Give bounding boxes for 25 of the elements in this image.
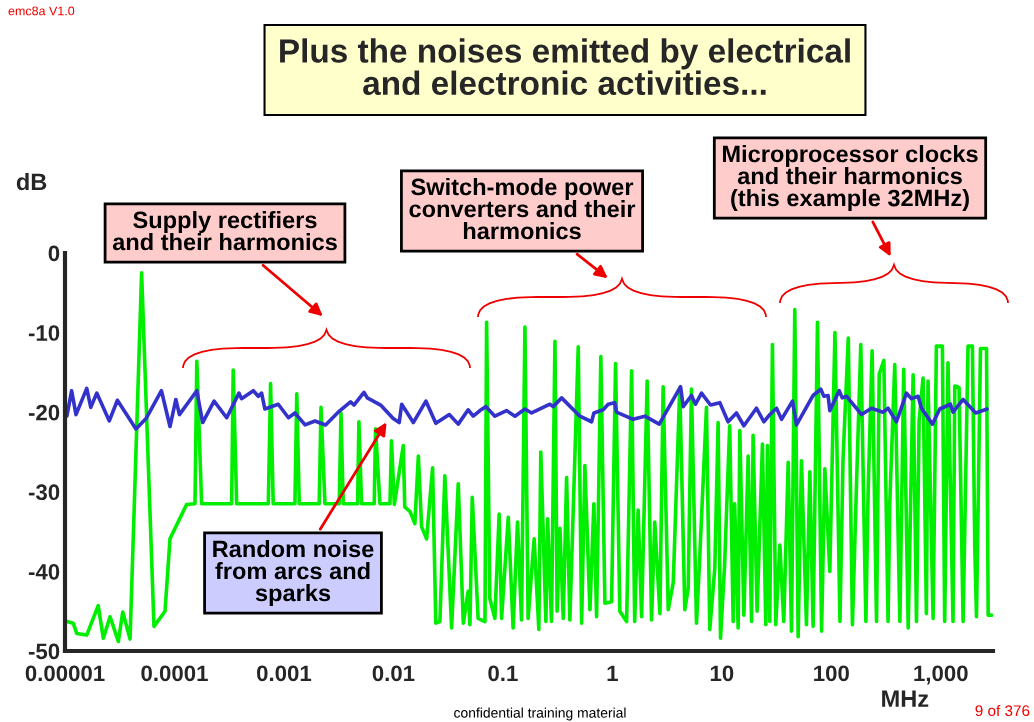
x-tick-label: 0.001 [257, 665, 312, 682]
y-tick-label: -40 [28, 563, 60, 580]
y-tick-label: -50 [28, 643, 60, 660]
y-axis-title: dB [16, 172, 47, 191]
x-tick-label: 1,000 [914, 665, 968, 685]
text: Switch-mode power converters and their harmonics [409, 177, 636, 240]
x-axis-title: MHz [882, 690, 929, 707]
annotation: Random noise from arcs and sparks [213, 539, 374, 607]
text: Supply rectifiers and their harmonics [112, 210, 337, 251]
text: confidential training material [454, 707, 626, 721]
x-tick-label: 0.01 [372, 665, 415, 682]
text: 9 of 376 [975, 704, 1030, 717]
chart-title: Plus the noises emitted by electrical and electronic activities... [280, 38, 850, 96]
y-tick-label: -20 [28, 404, 60, 421]
x-tick-label: 10 [710, 665, 734, 682]
x-tick-label: 0.0001 [141, 665, 208, 682]
x-tick-label: 0.1 [488, 665, 518, 682]
y-tick-label: -10 [28, 325, 60, 341]
x-tick-label: 0.00001 [25, 665, 105, 682]
y-tick-label: -30 [28, 484, 60, 501]
y-tick-label: 0 [48, 245, 60, 262]
text: Microprocessor clocks and their harmonics (this example 32MHz) [722, 144, 978, 212]
x-tick-label: 1 [607, 665, 618, 681]
x-tick-label: 100 [814, 665, 849, 682]
text: emc8a V1.0 [8, 6, 75, 16]
